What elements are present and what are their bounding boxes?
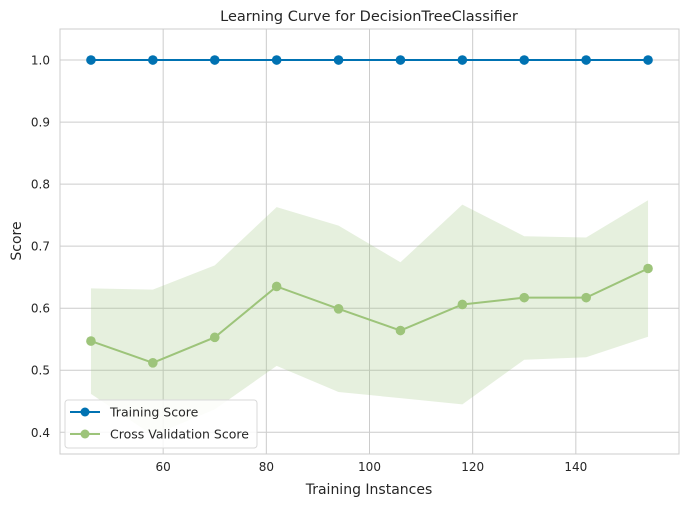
y-tick-label: 1.0 xyxy=(31,54,50,68)
band-cross-validation-score xyxy=(90,200,649,436)
plot-area xyxy=(59,28,680,455)
point-training-score xyxy=(209,55,220,65)
point-cross-validation-score xyxy=(333,304,344,314)
point-training-score xyxy=(581,55,591,65)
y-axis-ticks: 0.4 0.5 0.6 0.7 0.8 0.9 1.0 xyxy=(31,54,50,440)
legend-marker-training xyxy=(80,407,90,417)
point-training-score xyxy=(86,55,96,65)
y-tick-label: 0.6 xyxy=(31,302,50,316)
x-axis-title: Training Instances xyxy=(305,482,433,498)
x-tick-label: 60 xyxy=(156,460,171,474)
series-points xyxy=(86,55,653,368)
point-cross-validation-score xyxy=(86,336,96,346)
y-tick-label: 0.4 xyxy=(31,426,50,440)
point-training-score xyxy=(333,55,344,65)
legend-box xyxy=(64,399,258,449)
series-lines xyxy=(90,59,649,364)
legend-marker-cross-validation xyxy=(80,429,90,439)
point-training-score xyxy=(395,55,406,65)
y-axis-title: Score xyxy=(9,221,25,260)
legend-label-cross-validation: Cross Validation Score xyxy=(110,427,249,442)
line-cross-validation-score xyxy=(90,267,649,364)
chart-title: Learning Curve for DecisionTreeClassifie… xyxy=(220,9,518,25)
point-cross-validation-score xyxy=(395,325,406,336)
point-cross-validation-score xyxy=(643,263,653,274)
point-cross-validation-score xyxy=(519,292,530,303)
legend-label-training: Training Score xyxy=(109,405,199,420)
point-training-score xyxy=(271,55,282,65)
y-tick-label: 0.5 xyxy=(31,364,50,378)
x-tick-label: 100 xyxy=(358,460,381,474)
x-tick-label: 80 xyxy=(259,460,274,474)
point-training-score xyxy=(148,55,158,65)
x-tick-label: 120 xyxy=(461,460,484,474)
x-tick-label: 140 xyxy=(564,460,587,474)
point-cross-validation-score xyxy=(148,357,158,368)
legend: Training Score Cross Validation Score xyxy=(64,399,258,449)
score-bands xyxy=(90,200,649,436)
point-training-score xyxy=(457,55,468,65)
point-training-score xyxy=(519,55,530,65)
point-cross-validation-score xyxy=(271,281,282,292)
y-tick-label: 0.8 xyxy=(31,178,50,192)
y-tick-label: 0.9 xyxy=(31,116,50,130)
point-training-score xyxy=(643,55,653,65)
point-cross-validation-score xyxy=(457,299,468,310)
point-cross-validation-score xyxy=(581,292,591,303)
point-cross-validation-score xyxy=(209,332,220,343)
y-tick-label: 0.7 xyxy=(31,240,50,254)
x-axis-ticks: 60 80 100 120 140 xyxy=(156,460,588,474)
plot-frame xyxy=(59,28,680,455)
